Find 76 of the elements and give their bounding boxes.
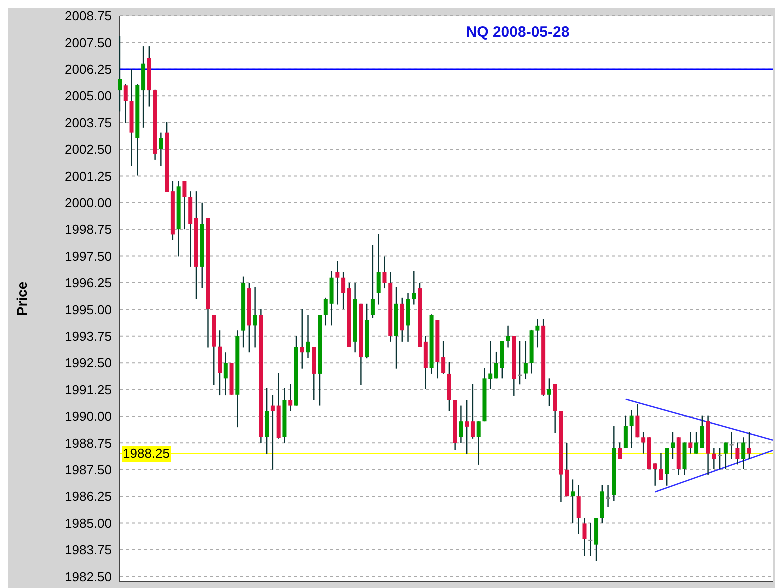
candlestick (224, 352, 228, 396)
y-tick-label: 1998.75 (65, 222, 112, 238)
candlestick (518, 340, 522, 386)
candlestick (412, 270, 416, 306)
candlestick (124, 84, 128, 124)
candlestick (712, 448, 716, 470)
candlestick (694, 431, 699, 454)
y-tick-label: 1991.25 (65, 382, 112, 398)
candlestick (324, 297, 328, 326)
candlestick (300, 308, 304, 370)
y-tick-label: 2002.50 (65, 142, 112, 158)
candlestick (288, 384, 293, 412)
candlestick (747, 431, 752, 460)
y-tick-label: 1983.75 (65, 542, 112, 558)
y-tick-label: 1997.50 (65, 248, 112, 264)
candlestick (547, 378, 552, 408)
y-tick-label: 1985.00 (65, 516, 112, 531)
candlestick (382, 256, 387, 290)
candlestick (688, 431, 693, 454)
candlestick (270, 394, 275, 470)
candlestick (653, 463, 658, 486)
ref-line-label: 1988.25 (122, 446, 171, 462)
y-tick-label: 1996.25 (65, 276, 112, 291)
candlestick (488, 340, 493, 390)
candlestick (606, 484, 610, 508)
y-tick-label: 2000.00 (65, 196, 112, 210)
candlestick (342, 272, 346, 310)
candlestick (118, 36, 122, 112)
y-tick-label: 1988.75 (65, 436, 112, 451)
candlestick (459, 405, 464, 444)
candlestick (494, 351, 499, 380)
y-axis-title: Price (14, 282, 30, 316)
candlestick (465, 400, 470, 455)
y-tick-label: 1990.00 (65, 409, 112, 424)
candlestick (582, 518, 587, 557)
candlestick (718, 448, 722, 470)
candlestick (182, 180, 187, 230)
y-tick-label: 1993.75 (65, 328, 112, 344)
y-tick-label: 2008.75 (65, 8, 112, 24)
candlestick (588, 522, 593, 557)
candlestick (442, 340, 446, 375)
candlestick (476, 421, 481, 466)
candlestick (576, 484, 581, 535)
y-tick-label: 1992.50 (65, 356, 112, 371)
candlestick (642, 431, 646, 454)
candlestick (724, 442, 728, 470)
y-tick-label: 1987.50 (65, 462, 112, 478)
candlestick (506, 325, 510, 348)
candlestick (370, 244, 375, 319)
y-tick-label: 2001.25 (65, 168, 112, 184)
candlestick (742, 437, 746, 470)
candlestick (624, 415, 628, 449)
candlestick (470, 384, 475, 440)
y-tick-label: 1995.00 (65, 302, 112, 318)
candlestick (636, 404, 640, 438)
candlestick (670, 431, 675, 460)
candlestick (253, 286, 258, 348)
candlestick (376, 234, 381, 306)
candlestick (306, 314, 310, 359)
candlestick (159, 132, 164, 167)
candlestick (524, 340, 528, 380)
y-tick-label: 1982.50 (65, 569, 112, 584)
candlestick (700, 415, 704, 449)
candlestick (736, 442, 740, 466)
y-tick-label: 2003.75 (65, 115, 112, 130)
text: NQ 2008-05-28 (465, 24, 571, 41)
y-tick-label: 2007.50 (65, 35, 112, 50)
y-tick-label: 2005.00 (65, 88, 112, 104)
y-tick-label: 2006.25 (65, 62, 112, 78)
candlestick (659, 452, 664, 481)
candlestick (570, 479, 575, 524)
candlestick (630, 410, 634, 449)
candlestick (336, 260, 340, 306)
candlestick (730, 431, 734, 460)
candlestick (618, 442, 622, 460)
y-tick-label: 1986.25 (65, 489, 112, 504)
